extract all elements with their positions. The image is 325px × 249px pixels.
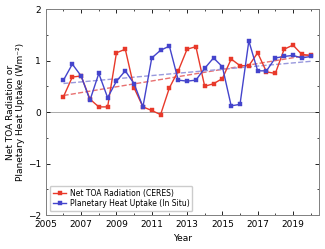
Net TOA Radiation (CERES) bbox=[159, 113, 162, 116]
Net TOA Radiation (CERES) bbox=[114, 51, 118, 54]
Planetary Heat Uptake (In Situ) bbox=[61, 79, 65, 82]
Net TOA Radiation (CERES) bbox=[247, 64, 251, 67]
Planetary Heat Uptake (In Situ) bbox=[247, 40, 251, 43]
Planetary Heat Uptake (In Situ) bbox=[238, 103, 242, 106]
Planetary Heat Uptake (In Situ) bbox=[79, 74, 83, 77]
Net TOA Radiation (CERES) bbox=[141, 105, 145, 108]
Net TOA Radiation (CERES) bbox=[132, 86, 136, 89]
Planetary Heat Uptake (In Situ) bbox=[167, 45, 171, 48]
Net TOA Radiation (CERES) bbox=[265, 70, 268, 73]
Net TOA Radiation (CERES) bbox=[220, 77, 224, 80]
Net TOA Radiation (CERES) bbox=[256, 51, 260, 54]
Planetary Heat Uptake (In Situ) bbox=[141, 105, 145, 108]
Net TOA Radiation (CERES) bbox=[185, 48, 189, 51]
Planetary Heat Uptake (In Situ) bbox=[132, 82, 136, 85]
Y-axis label: Net TOA Radiation or
Planetary Heat Uptake (Wm⁻²): Net TOA Radiation or Planetary Heat Upta… bbox=[6, 43, 25, 181]
Net TOA Radiation (CERES) bbox=[291, 44, 295, 47]
X-axis label: Year: Year bbox=[173, 235, 192, 244]
Planetary Heat Uptake (In Situ) bbox=[291, 54, 295, 57]
Net TOA Radiation (CERES) bbox=[71, 75, 74, 78]
Planetary Heat Uptake (In Situ) bbox=[300, 57, 304, 60]
Line: Planetary Heat Uptake (In Situ): Planetary Heat Uptake (In Situ) bbox=[61, 39, 313, 109]
Net TOA Radiation (CERES) bbox=[194, 45, 198, 48]
Line: Net TOA Radiation (CERES): Net TOA Radiation (CERES) bbox=[61, 43, 313, 117]
Planetary Heat Uptake (In Situ) bbox=[114, 80, 118, 83]
Planetary Heat Uptake (In Situ) bbox=[106, 96, 110, 99]
Legend: Net TOA Radiation (CERES), Planetary Heat Uptake (In Situ): Net TOA Radiation (CERES), Planetary Hea… bbox=[50, 186, 192, 211]
Planetary Heat Uptake (In Situ) bbox=[176, 79, 180, 82]
Planetary Heat Uptake (In Situ) bbox=[273, 57, 277, 60]
Planetary Heat Uptake (In Situ) bbox=[203, 67, 207, 70]
Planetary Heat Uptake (In Situ) bbox=[256, 69, 260, 72]
Planetary Heat Uptake (In Situ) bbox=[185, 80, 189, 83]
Planetary Heat Uptake (In Situ) bbox=[150, 57, 154, 60]
Net TOA Radiation (CERES) bbox=[88, 98, 92, 101]
Net TOA Radiation (CERES) bbox=[106, 105, 110, 108]
Net TOA Radiation (CERES) bbox=[273, 72, 277, 75]
Net TOA Radiation (CERES) bbox=[203, 85, 207, 88]
Net TOA Radiation (CERES) bbox=[309, 54, 313, 57]
Planetary Heat Uptake (In Situ) bbox=[265, 69, 268, 72]
Planetary Heat Uptake (In Situ) bbox=[97, 72, 101, 75]
Net TOA Radiation (CERES) bbox=[61, 95, 65, 98]
Planetary Heat Uptake (In Situ) bbox=[212, 57, 215, 60]
Planetary Heat Uptake (In Situ) bbox=[229, 104, 233, 107]
Planetary Heat Uptake (In Situ) bbox=[123, 69, 127, 72]
Net TOA Radiation (CERES) bbox=[176, 69, 180, 72]
Planetary Heat Uptake (In Situ) bbox=[88, 99, 92, 102]
Planetary Heat Uptake (In Situ) bbox=[159, 49, 162, 52]
Net TOA Radiation (CERES) bbox=[167, 86, 171, 89]
Net TOA Radiation (CERES) bbox=[229, 58, 233, 61]
Net TOA Radiation (CERES) bbox=[300, 53, 304, 56]
Net TOA Radiation (CERES) bbox=[123, 48, 127, 51]
Planetary Heat Uptake (In Situ) bbox=[282, 55, 286, 58]
Net TOA Radiation (CERES) bbox=[212, 82, 215, 85]
Net TOA Radiation (CERES) bbox=[79, 74, 83, 77]
Planetary Heat Uptake (In Situ) bbox=[194, 79, 198, 82]
Net TOA Radiation (CERES) bbox=[97, 105, 101, 108]
Planetary Heat Uptake (In Situ) bbox=[309, 55, 313, 58]
Net TOA Radiation (CERES) bbox=[282, 48, 286, 51]
Net TOA Radiation (CERES) bbox=[150, 109, 154, 112]
Planetary Heat Uptake (In Situ) bbox=[220, 65, 224, 68]
Planetary Heat Uptake (In Situ) bbox=[71, 63, 74, 66]
Net TOA Radiation (CERES) bbox=[238, 64, 242, 67]
